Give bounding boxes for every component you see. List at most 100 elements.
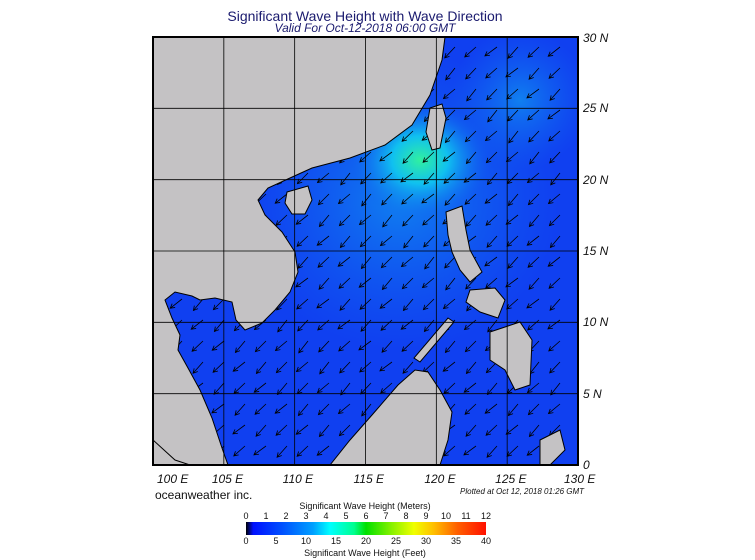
wave-arrow xyxy=(487,109,498,123)
wave-arrow xyxy=(464,193,477,205)
colorbar-title-meters: Significant Wave Height (Meters) xyxy=(299,501,431,511)
colorbar-tick-meters: 12 xyxy=(480,511,492,521)
wave-arrow xyxy=(402,298,414,312)
lon-label: 120 E xyxy=(424,472,456,486)
wave-arrow xyxy=(422,151,435,163)
wave-arrow xyxy=(465,67,477,80)
colorbar-tick-meters: 4 xyxy=(323,511,329,521)
asia-mainland xyxy=(153,37,446,465)
wave-arrow xyxy=(379,235,393,247)
wave-arrow xyxy=(444,256,456,269)
colorbar-tick-feet: 35 xyxy=(450,536,462,546)
wave-arrow xyxy=(338,277,351,289)
lat-label: 25 N xyxy=(583,101,609,116)
wave-arrow xyxy=(337,193,351,205)
wave-arrow xyxy=(255,361,267,375)
visayas xyxy=(465,287,506,319)
wave-arrow xyxy=(465,424,477,437)
lat-label: 10 N xyxy=(583,315,609,330)
luzon xyxy=(445,205,483,283)
wave-arrow xyxy=(381,340,393,353)
wave-arrow xyxy=(274,340,288,352)
wave-arrow xyxy=(190,319,204,330)
lat-label: 0 xyxy=(583,458,590,472)
wave-arrow xyxy=(527,46,540,58)
colorbar-tick-feet: 0 xyxy=(243,536,249,546)
wave-arrow xyxy=(254,340,267,353)
wave-arrow xyxy=(442,298,456,310)
wave-arrow xyxy=(485,277,498,289)
wave-arrow xyxy=(337,403,351,415)
colorbar-tick-feet: 10 xyxy=(300,536,312,546)
wave-arrow xyxy=(316,235,330,246)
wave-arrow xyxy=(547,109,561,120)
lat-label: 30 N xyxy=(583,31,609,45)
wave-arrow xyxy=(423,319,435,333)
wave-arrow xyxy=(548,277,561,289)
wave-arrow xyxy=(421,193,435,204)
wave-arrow xyxy=(253,382,267,393)
wave-arrow xyxy=(295,361,309,373)
wave-arrow xyxy=(339,235,351,249)
wave-arrow xyxy=(484,130,498,142)
wave-arrow xyxy=(486,172,498,186)
mindanao xyxy=(489,321,533,391)
wave-arrow xyxy=(233,445,246,457)
wave-arrow xyxy=(442,361,456,372)
wave-arrow xyxy=(424,256,435,270)
wave-arrow xyxy=(527,256,540,268)
wave-arrow xyxy=(547,403,561,415)
wave-arrow xyxy=(317,193,330,206)
colorbar xyxy=(246,522,486,535)
wave-arrow xyxy=(484,193,498,204)
sumatra xyxy=(153,439,191,465)
wave-arrow xyxy=(232,361,246,372)
colorbar-tick-feet: 5 xyxy=(273,536,279,546)
wave-arrow xyxy=(548,340,561,352)
wave-arrow xyxy=(316,382,330,394)
wave-arrow xyxy=(547,256,561,267)
wave-arrow xyxy=(316,445,330,456)
wave-arrow xyxy=(466,88,477,102)
wave-arrow xyxy=(463,109,477,121)
wave-arrow xyxy=(548,67,561,79)
wave-arrow xyxy=(255,424,267,437)
wave-arrow xyxy=(212,298,225,311)
wave-arrow xyxy=(403,235,414,249)
wave-arrow xyxy=(317,403,330,416)
wave-arrow xyxy=(527,109,540,121)
wave-arrow xyxy=(379,298,393,309)
colorbar-tick-meters: 10 xyxy=(440,511,452,521)
wave-arrow xyxy=(318,214,330,228)
wave-arrow xyxy=(507,193,519,207)
wave-arrow xyxy=(380,256,393,269)
wave-arrow xyxy=(211,340,225,351)
wave-arrow xyxy=(337,319,351,330)
wave-arrow xyxy=(191,340,204,352)
wave-arrow xyxy=(360,256,372,270)
lon-label: 125 E xyxy=(495,472,527,486)
wave-arrow xyxy=(464,46,477,58)
wave-arrow xyxy=(463,172,477,183)
colorbar-tick-feet: 30 xyxy=(420,536,432,546)
wave-arrow xyxy=(528,214,540,228)
wave-arrow xyxy=(401,193,414,205)
wave-arrow xyxy=(507,46,519,59)
wave-arrow xyxy=(465,151,477,165)
wave-arrow xyxy=(465,277,477,290)
wave-arrow xyxy=(297,256,309,269)
wave-arrow xyxy=(526,298,540,309)
wave-arrow xyxy=(549,298,561,311)
lat-label: 15 N xyxy=(583,244,609,258)
wave-arrow xyxy=(192,298,204,312)
wave-arrow xyxy=(484,403,498,414)
wave-arrow xyxy=(484,256,498,267)
wave-arrow xyxy=(318,424,330,438)
brand-label: oceanweather inc. xyxy=(155,488,253,502)
wave-arrow xyxy=(402,214,414,227)
colorbar-tick-meters: 1 xyxy=(263,511,269,521)
wave-arrow xyxy=(550,172,561,186)
colorbar-tick-feet: 25 xyxy=(390,536,402,546)
wave-arrow xyxy=(486,88,498,101)
wave-arrow xyxy=(528,130,540,143)
